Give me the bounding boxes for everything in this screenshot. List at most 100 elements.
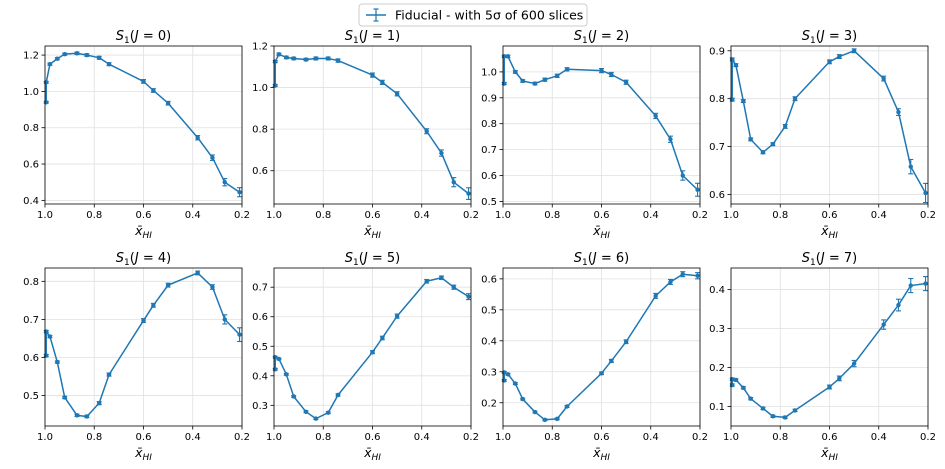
data-point [513, 381, 517, 385]
data-point [237, 190, 241, 194]
data-point [533, 81, 537, 85]
title-symbol: S [802, 29, 810, 44]
title-index: = 6) [597, 251, 630, 266]
title-index: = 2) [597, 29, 630, 44]
data-point [521, 397, 525, 401]
data-point [85, 53, 89, 57]
data-point [533, 410, 537, 414]
data-point [881, 322, 885, 326]
x-axis-label: x̄HI [363, 445, 381, 463]
data-point [466, 294, 470, 298]
data-point [513, 70, 517, 74]
y-tick-label: 0.6 [252, 166, 268, 177]
data-point [827, 60, 831, 64]
x-tick-label: 0.6 [822, 210, 838, 221]
data-point [506, 372, 510, 376]
data-point [653, 294, 657, 298]
x-tick-label: 0.6 [136, 432, 152, 443]
x-tick-label: 1.0 [266, 210, 282, 221]
subplot-title: S1(J = 5) [345, 251, 400, 268]
y-tick-label: 0.3 [481, 367, 497, 378]
legend-label: Fiducial - with 5σ of 600 slices [395, 8, 583, 23]
data-point [761, 406, 765, 410]
y-tick-label: 0.6 [23, 160, 39, 171]
data-point [151, 303, 155, 307]
data-point [668, 137, 672, 141]
title-symbol: S [345, 251, 353, 266]
y-tick-label: 0.1 [709, 402, 725, 413]
data-point [223, 180, 227, 184]
subplot-title: S1(J = 2) [574, 29, 629, 46]
x-tick-label: 1.0 [723, 432, 739, 443]
x-axis-label: x̄HI [820, 223, 838, 241]
x-tick-label: 0.2 [920, 210, 936, 221]
data-point [277, 52, 281, 56]
x-tick-label: 0.4 [871, 210, 887, 221]
x-tick-label: 0.8 [315, 432, 331, 443]
data-point [292, 56, 296, 60]
y-tick-label: 0.7 [252, 283, 268, 294]
x-tick-label: 0.8 [772, 210, 788, 221]
subplot-7: 1.0 0.8 0.6 0.4 0.20.10.20.30.4S1(J = 7)x̄HI [709, 251, 936, 463]
title-index: = 7) [825, 251, 858, 266]
subplot-title: S1(J = 7) [802, 251, 857, 268]
x-tick-label: 0.2 [463, 210, 479, 221]
x-tick-label: 0.4 [185, 432, 201, 443]
data-point [695, 188, 699, 192]
title-symbol: S [345, 29, 353, 44]
data-point [314, 56, 318, 60]
x-axis-label: x̄HI [592, 223, 610, 241]
y-tick-label: 0.7 [23, 315, 39, 326]
data-point [166, 101, 170, 105]
x-tick-label: 0.6 [822, 432, 838, 443]
data-point [424, 129, 428, 133]
data-point [336, 393, 340, 397]
data-point [923, 191, 927, 195]
data-point [380, 80, 384, 84]
subplot-4: 1.0 0.8 0.6 0.4 0.20.50.60.70.8S1(J = 4)x̄HI [23, 251, 250, 463]
x-label-subscript: HI [600, 231, 610, 241]
data-point [609, 359, 613, 363]
subplot-title: S1(J = 3) [802, 29, 857, 46]
y-tick-label: 0.3 [252, 401, 268, 412]
x-tick-label: 1.0 [37, 432, 53, 443]
title-symbol: S [116, 251, 124, 266]
data-point [75, 413, 79, 417]
data-point [896, 110, 900, 114]
data-point [210, 155, 214, 159]
y-tick-label: 0.6 [23, 353, 39, 364]
data-point [761, 150, 765, 154]
data-point [326, 56, 330, 60]
y-tick-label: 0.5 [252, 342, 268, 353]
x-tick-label: 0.2 [234, 432, 250, 443]
y-tick-label: 1.0 [23, 87, 39, 98]
data-point [852, 49, 856, 53]
data-point [837, 376, 841, 380]
subplot-1: 1.0 0.8 0.6 0.4 0.20.60.81.01.2S1(J = 1)x̄HI [252, 29, 479, 241]
y-tick-label: 0.8 [23, 123, 39, 134]
title-index: = 3) [825, 29, 858, 44]
y-tick-label: 0.7 [481, 145, 497, 156]
x-label-subscript: HI [371, 231, 381, 241]
x-tick-label: 1.0 [266, 432, 282, 443]
data-point [62, 52, 66, 56]
subplot-3: 1.0 0.8 0.6 0.4 0.20.60.70.80.9S1(J = 3)x̄HI [709, 29, 936, 241]
data-point [599, 68, 603, 72]
data-point [466, 191, 470, 195]
y-tick-label: 0.8 [23, 277, 39, 288]
y-tick-label: 0.5 [481, 197, 497, 208]
data-point [771, 142, 775, 146]
legend: Fiducial - with 5σ of 600 slices [359, 4, 587, 26]
y-tick-label: 0.6 [709, 190, 725, 201]
y-tick-label: 1.2 [252, 42, 268, 53]
data-point [55, 57, 59, 61]
data-point [793, 96, 797, 100]
y-tick-label: 0.8 [709, 94, 725, 105]
x-axis-label: x̄HI [134, 223, 152, 241]
data-point [210, 285, 214, 289]
subplot-title: S1(J = 1) [345, 29, 400, 46]
data-point [107, 372, 111, 376]
data-point [326, 411, 330, 415]
